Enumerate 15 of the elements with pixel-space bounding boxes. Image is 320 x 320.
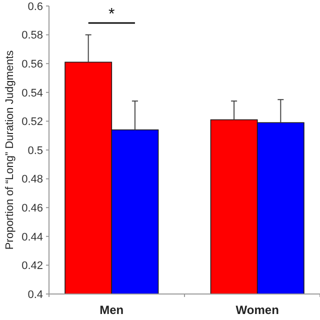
y-tick-label: 0.46 <box>22 202 43 214</box>
x-tick-label: Men <box>100 303 124 317</box>
annotation: * <box>108 6 115 23</box>
y-tick-label: 0.58 <box>22 30 43 42</box>
y-tick-label: 0.54 <box>22 87 43 100</box>
y-tick-label: 0.44 <box>22 231 43 244</box>
y-tick-label: 0.4 <box>28 288 43 301</box>
y-tick-label: 0.56 <box>22 58 43 70</box>
y-axis-title: Proportion of “Long” Duration Judgments <box>4 50 16 250</box>
y-tick-label: 0.42 <box>22 260 43 272</box>
y-tick-label: 0.52 <box>22 116 43 128</box>
y-tick-label: 0.5 <box>28 144 43 157</box>
y-tick-label: 0.6 <box>28 0 43 13</box>
y-tick-label: 0.48 <box>22 174 43 186</box>
x-tick-label: Women <box>236 303 279 317</box>
